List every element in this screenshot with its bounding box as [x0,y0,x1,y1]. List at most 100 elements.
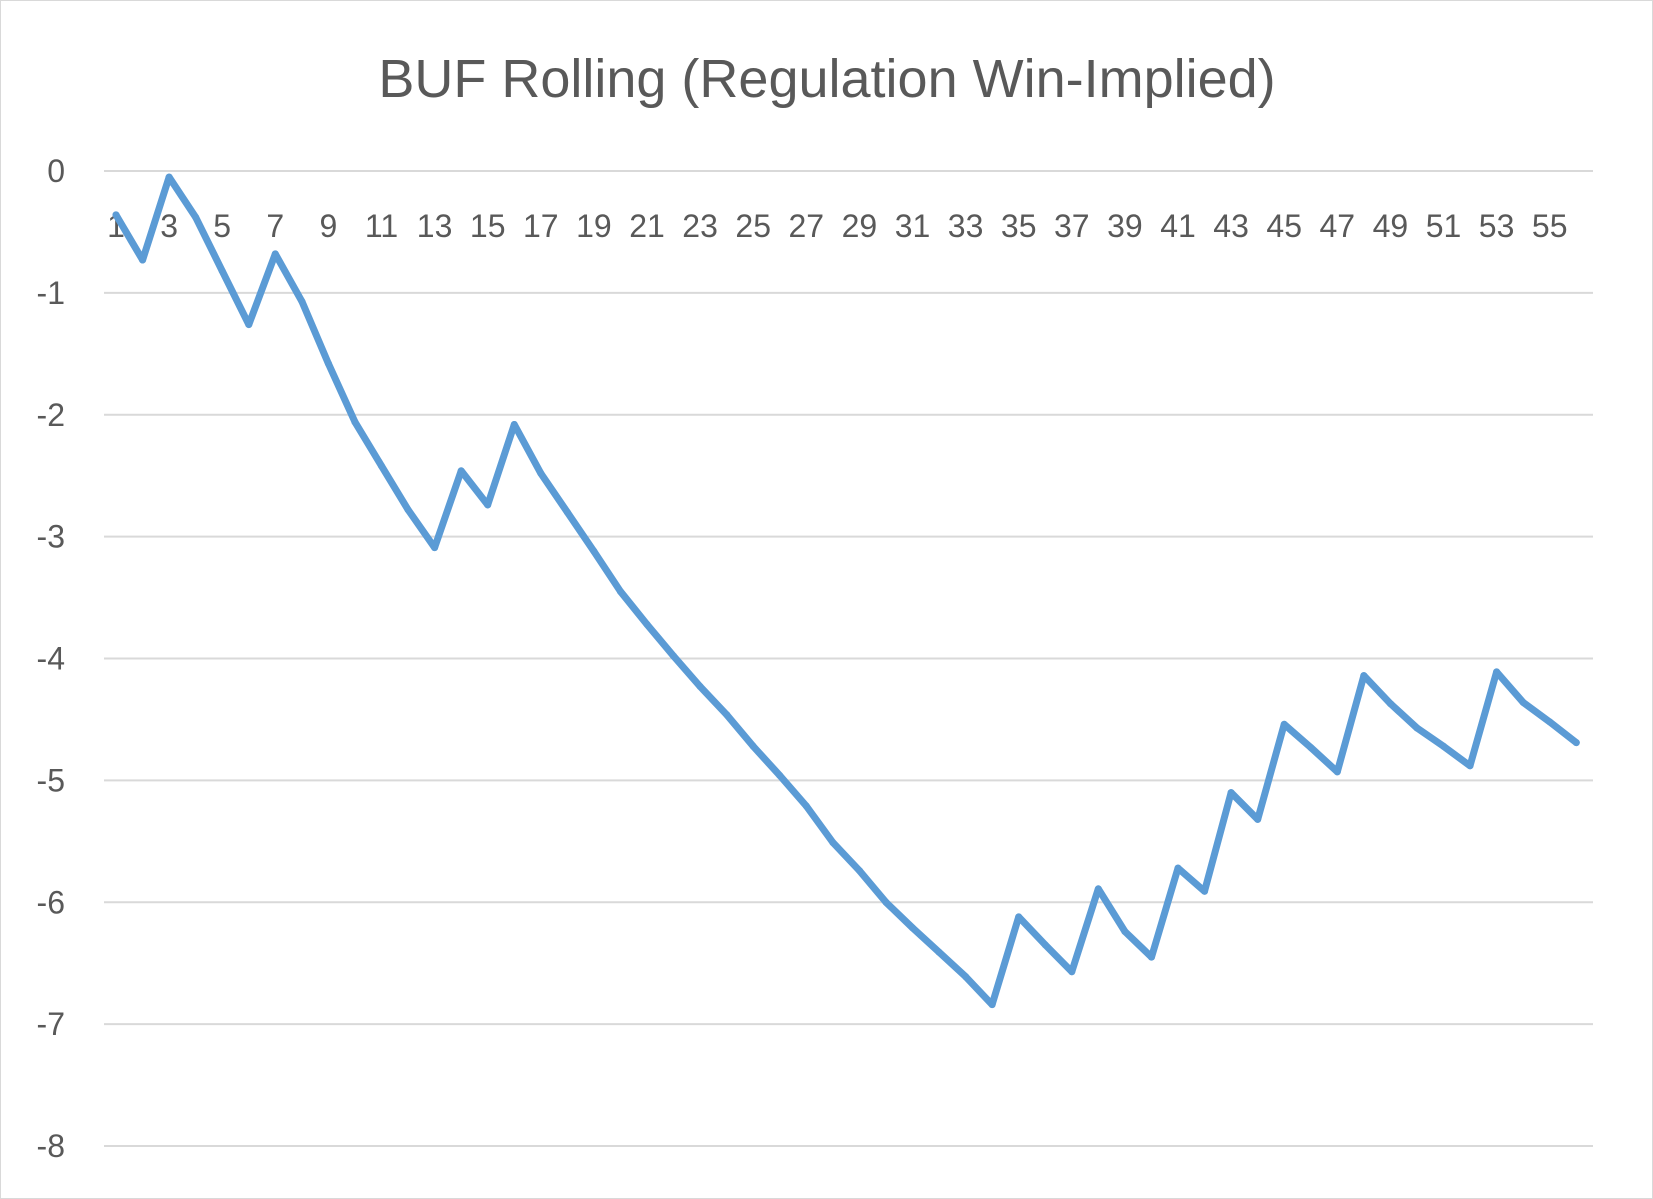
x-tick-label: 49 [1373,208,1409,244]
data-point [431,544,439,552]
data-point [192,213,200,221]
data-point [1174,864,1182,872]
data-point [1227,789,1235,797]
data-point [271,250,279,258]
series-line [112,173,1580,1009]
series-layer [112,173,1580,1009]
x-tick-label: 31 [895,208,931,244]
data-point [218,267,226,275]
data-point [696,683,704,691]
data-point [1493,668,1501,676]
x-tick-label: 47 [1320,208,1356,244]
data-point [1572,739,1580,747]
x-tick-label: 21 [629,208,665,244]
data-point [510,421,518,428]
data-point [1413,724,1421,732]
x-tick-label: 43 [1213,208,1249,244]
data-point [776,772,784,779]
x-tick-label: 13 [417,208,453,244]
x-tick-label: 15 [470,208,506,244]
y-tick-label: -7 [37,1006,65,1042]
data-point [749,742,757,750]
data-point [590,547,598,555]
data-point [1068,968,1076,976]
data-point [404,506,412,514]
data-point [1254,815,1262,823]
data-point [112,211,120,219]
data-point [1466,762,1474,770]
data-point [855,867,863,875]
y-tick-label: -1 [37,275,65,311]
data-point [1121,928,1129,935]
chart-title: BUF Rolling (Regulation Win-Implied) [378,49,1275,109]
x-tick-label: 35 [1001,208,1037,244]
data-point [616,587,624,595]
data-point [935,948,943,956]
x-tick-label: 33 [948,208,984,244]
x-tick-label: 7 [266,208,284,244]
gridlines [104,170,1593,1147]
data-point [1333,768,1341,776]
x-tick-label: 37 [1054,208,1090,244]
x-tick-label: 53 [1479,208,1515,244]
data-point [484,501,492,509]
x-tick-label: 27 [789,208,825,244]
x-tick-label: 25 [735,208,771,244]
data-point [643,620,651,628]
data-point [457,467,465,475]
x-axis-tick-labels: 1 3 5 7 9 11 13 15 17 19 21 23 25 27 29 31 33 35 37 39 41 43 4… [107,208,1567,244]
data-point [298,297,306,305]
data-point [1386,700,1394,708]
x-tick-label: 29 [842,208,878,244]
data-point [351,418,359,426]
data-point [165,173,173,181]
x-tick-label: 51 [1426,208,1462,244]
x-tick-label: 41 [1160,208,1196,244]
data-point [139,256,147,264]
y-tick-label: -4 [37,641,65,677]
data-point [1041,941,1049,949]
data-point [1440,742,1447,750]
data-point [909,924,916,932]
x-tick-label: 39 [1107,208,1143,244]
data-point [962,973,970,981]
data-point [670,652,678,660]
y-axis-tick-labels: 0 -1 -2 -3 -4 -5 -6 -7 -8 [37,153,65,1164]
y-tick-label: -6 [37,884,65,920]
data-point [537,469,545,477]
data-point [723,711,731,719]
x-tick-label: 19 [576,208,612,244]
data-point [324,360,332,368]
x-tick-label: 55 [1532,208,1568,244]
x-tick-label: 11 [365,208,398,244]
data-point [802,802,810,810]
data-point [1307,743,1315,751]
y-tick-label: -2 [37,397,65,433]
x-tick-label: 3 [160,208,178,244]
x-tick-label: 9 [320,208,338,244]
x-tick-label: 17 [523,208,559,244]
data-point [1360,672,1368,680]
data-point [1201,887,1209,895]
data-point [1094,885,1102,893]
y-tick-label: -3 [37,519,65,555]
data-point [1015,913,1023,921]
data-point [1519,698,1527,706]
data-point [829,839,837,847]
y-tick-label: -5 [37,762,65,798]
data-point [1147,953,1155,961]
x-tick-label: 23 [682,208,718,244]
data-point [378,462,385,470]
data-point [882,898,890,906]
data-point [245,321,253,329]
data-point [988,1001,996,1009]
data-point [1280,720,1288,728]
y-tick-label: 0 [47,153,65,189]
data-point [563,508,571,516]
y-tick-label: -8 [37,1128,65,1164]
x-tick-label: 5 [213,208,231,244]
x-tick-label: 45 [1266,208,1302,244]
data-point [1546,718,1554,726]
